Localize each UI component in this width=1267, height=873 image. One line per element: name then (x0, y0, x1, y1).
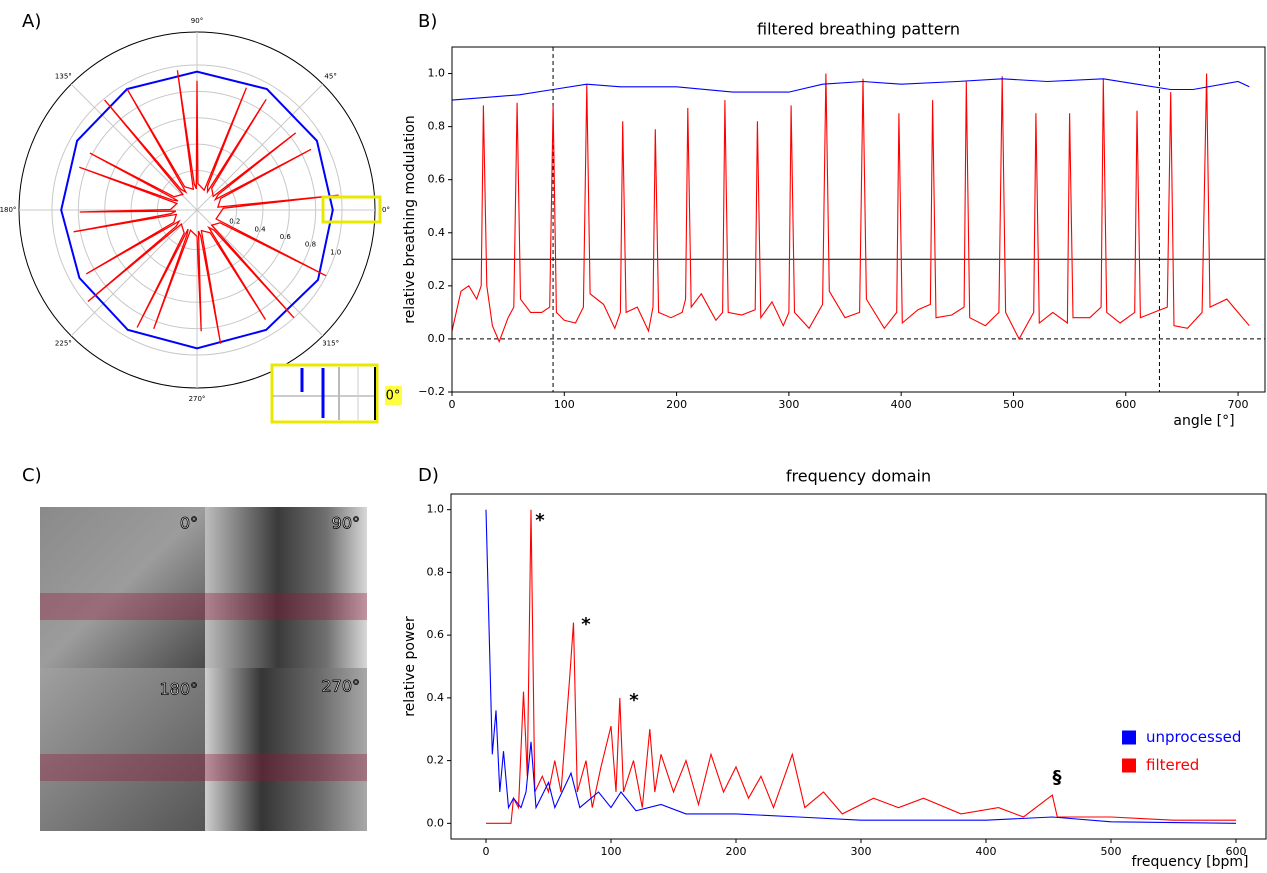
image-label: 0° (180, 514, 198, 533)
x-tick-label: 200 (726, 845, 747, 858)
image-label: 90° (332, 514, 360, 533)
x-tick-label: 500 (1101, 845, 1122, 858)
xray-image (40, 668, 205, 831)
panel-label: B) (418, 11, 437, 32)
chart-title: frequency domain (786, 467, 931, 486)
angular-grid (196, 83, 324, 211)
y-tick-label: 0.6 (427, 628, 445, 641)
y-tick-label: 0.0 (428, 332, 446, 345)
x-axis-label: frequency [bpm] (1131, 854, 1248, 870)
y-tick-label: 0.2 (428, 279, 446, 292)
radial-tick-label: 1.0 (330, 248, 341, 256)
x-axis-label: angle [°] (1173, 413, 1234, 429)
series-line (486, 509, 1236, 824)
image-panel: 0° 90° 180° 270° (40, 507, 367, 831)
zoom-box (321, 195, 382, 224)
y-tick-label: 0.8 (428, 120, 446, 133)
y-tick-label: −0.2 (418, 385, 445, 398)
y-axis-label: relative breathing modulation (402, 115, 418, 324)
x-tick-label: 400 (976, 845, 997, 858)
x-tick-label: 0 (449, 398, 456, 411)
panel-label: D) (418, 465, 439, 486)
x-tick-label: 300 (778, 398, 799, 411)
xray-image (205, 668, 367, 831)
x-tick-label: 100 (601, 845, 622, 858)
y-tick-label: 0.8 (427, 565, 445, 578)
series-line (451, 78, 1250, 101)
angular-tick-label: 0° (382, 206, 390, 214)
inset-label: 0° (386, 389, 401, 404)
y-tick-label: 0.4 (427, 691, 445, 704)
angular-tick-label: 135° (55, 72, 72, 80)
y-tick-label: 0.4 (428, 226, 446, 239)
radial-tick-label: 0.4 (254, 225, 266, 233)
angular-tick-label: 45° (324, 72, 336, 80)
radial-tick-label: 0.2 (229, 218, 240, 226)
angular-grid (70, 83, 198, 211)
series-line (451, 73, 1250, 344)
y-tick-label: 1.0 (427, 503, 445, 516)
polar-line (60, 70, 334, 350)
x-tick-label: 600 (1226, 845, 1247, 858)
x-tick-label: 600 (1115, 398, 1136, 411)
polar-line (73, 70, 339, 344)
annotation: * (629, 690, 639, 711)
radial-tick-label: 0.6 (280, 233, 292, 241)
chart-title: filtered breathing pattern (757, 20, 960, 39)
plot-frame (451, 46, 1266, 393)
angular-tick-label: 225° (55, 340, 72, 348)
legend-swatch (1122, 730, 1136, 745)
angular-tick-label: 315° (322, 340, 339, 348)
inset-label-bg (385, 386, 402, 405)
legend-swatch (1122, 758, 1136, 773)
angular-grid (70, 209, 198, 337)
image-label: 270° (321, 677, 360, 696)
annotation: * (581, 614, 591, 635)
panel-label: C) (22, 465, 42, 486)
polar-inset: 0° (270, 195, 402, 424)
x-tick-label: 200 (666, 398, 687, 411)
annotation: * (535, 510, 545, 531)
y-tick-label: 0.0 (427, 816, 445, 829)
x-tick-label: 400 (891, 398, 912, 411)
xray-image (40, 507, 205, 668)
series-line (485, 509, 1237, 824)
y-tick-label: 0.2 (427, 754, 445, 767)
y-tick-label: 1.0 (428, 67, 446, 80)
x-tick-label: 500 (1003, 398, 1024, 411)
plot-frame (450, 493, 1267, 840)
radial-tick-label: 0.8 (305, 241, 316, 249)
annotation: § (1053, 767, 1062, 788)
x-tick-label: 0 (483, 845, 490, 858)
roi-band (40, 593, 367, 620)
legend-label: unprocessed (1146, 728, 1241, 746)
image-label: 180° (159, 680, 198, 699)
roi-band (40, 754, 367, 781)
angular-grid (196, 209, 324, 337)
panel-label: A) (22, 11, 41, 32)
angular-tick-label: 180° (0, 206, 16, 214)
y-tick-label: 0.6 (428, 173, 446, 186)
legend-label: filtered (1146, 756, 1199, 774)
xray-image (205, 507, 367, 668)
x-tick-label: 300 (851, 845, 872, 858)
x-tick-label: 700 (1228, 398, 1249, 411)
angular-tick-label: 90° (191, 17, 203, 25)
angular-tick-label: 270° (189, 395, 206, 403)
x-tick-label: 100 (554, 398, 575, 411)
y-axis-label: relative power (402, 616, 418, 717)
